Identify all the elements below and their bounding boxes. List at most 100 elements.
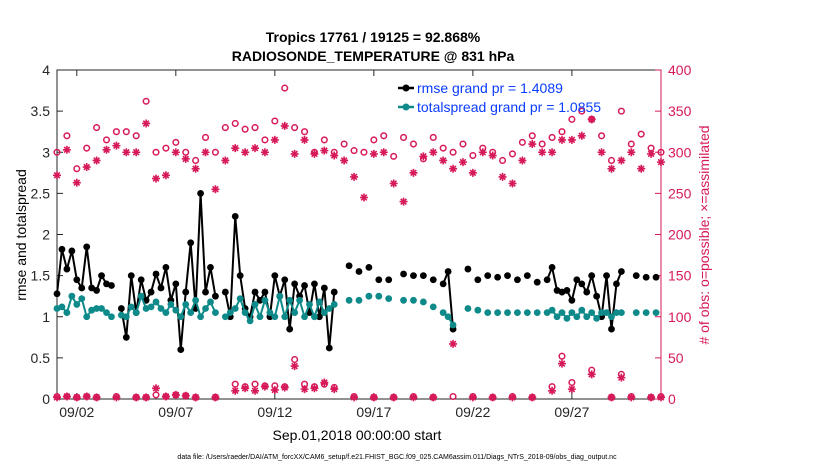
obs-assimilated-marker — [53, 171, 61, 180]
totalspread-point — [296, 296, 303, 304]
obs-assimilated-marker — [409, 393, 418, 402]
x-axis-label: Sep.01,2018 00:00:00 start — [273, 427, 442, 443]
y-tick-label: 0.5 — [31, 350, 51, 366]
obs-assimilated-marker — [458, 158, 467, 167]
rmse-point — [444, 268, 452, 275]
rmse-point — [53, 290, 61, 298]
rmse-point — [365, 264, 373, 271]
obs-possible-marker — [221, 124, 229, 132]
totalspread-point — [177, 313, 185, 321]
totalspread-point — [449, 321, 457, 329]
rmse-point — [58, 245, 66, 253]
obs-assimilated-marker — [389, 393, 398, 402]
obs-assimilated-marker — [498, 172, 507, 181]
obs-possible-marker — [102, 136, 111, 144]
obs-assimilated-marker — [478, 148, 487, 157]
obs-assimilated-marker — [241, 148, 250, 157]
obs-possible-marker — [558, 128, 566, 136]
totalspread-point — [484, 309, 492, 317]
obs-assimilated-marker — [369, 393, 378, 402]
obs-assimilated-marker — [251, 144, 260, 153]
obs-assimilated-marker — [201, 148, 210, 157]
rmse-point — [122, 333, 130, 341]
totalspread-point — [261, 296, 269, 304]
obs-assimilated-marker — [429, 393, 438, 402]
totalspread-point — [375, 292, 383, 300]
obs-assimilated-marker — [449, 164, 458, 173]
totalspread-point — [583, 313, 591, 321]
totalspread-point — [652, 309, 660, 317]
obs-possible-marker — [152, 148, 160, 156]
totalspread-point — [83, 313, 91, 321]
obs-possible-marker — [617, 107, 625, 115]
totalspread-point — [236, 295, 244, 303]
obs-assimilated-marker — [617, 156, 626, 165]
obs-assimilated-marker — [310, 149, 319, 158]
obs-assimilated-marker — [647, 149, 656, 158]
obs-assimilated-marker — [627, 393, 636, 402]
totalspread-point — [78, 295, 86, 303]
totalspread-point — [291, 309, 299, 317]
y2-tick-label: 400 — [668, 62, 692, 78]
rmse-point — [439, 280, 447, 288]
totalspread-point — [320, 309, 328, 317]
obs-assimilated-marker — [557, 359, 566, 368]
rmse-point — [494, 273, 502, 281]
obs-assimilated-marker — [548, 148, 557, 157]
obs-assimilated-marker — [300, 135, 309, 144]
obs-assimilated-marker — [142, 119, 151, 128]
rmse-point — [632, 272, 640, 280]
rmse-point — [212, 292, 219, 300]
x-tick-label: 09/17 — [356, 404, 391, 420]
obs-assimilated-marker — [92, 156, 101, 165]
obs-assimilated-marker — [320, 378, 329, 387]
rmse-point — [617, 268, 625, 275]
obs-assimilated-marker — [260, 148, 269, 157]
obs-assimilated-marker — [102, 145, 111, 154]
rmse-point — [563, 287, 571, 294]
obs-assimilated-marker — [330, 151, 339, 160]
obs-possible-marker — [449, 392, 457, 401]
x-tick-label: 09/22 — [455, 404, 490, 420]
obs-assimilated-marker — [280, 121, 289, 130]
rmse-point — [261, 288, 269, 296]
obs-assimilated-marker — [112, 141, 121, 150]
obs-possible-marker — [439, 144, 447, 152]
obs-possible-marker — [350, 147, 358, 155]
totalspread-point — [315, 298, 323, 306]
totalspread-point — [355, 296, 363, 304]
rmse-point — [642, 273, 650, 281]
totalspread-point — [533, 309, 541, 317]
totalspread-point — [548, 306, 556, 314]
totalspread-point — [192, 296, 200, 304]
obs-possible-marker — [390, 152, 398, 160]
obs-assimilated-marker — [508, 393, 517, 402]
obs-possible-marker — [360, 148, 368, 156]
rmse-point — [256, 296, 264, 304]
totalspread-point — [410, 296, 417, 304]
obs-assimilated-marker — [567, 135, 576, 144]
obs-assimilated-marker — [260, 382, 269, 391]
rmse-point — [108, 282, 115, 289]
obs-assimilated-marker — [528, 393, 537, 402]
obs-assimilated-marker — [171, 148, 180, 157]
totalspread-point — [162, 309, 170, 317]
totalspread-point — [573, 313, 581, 321]
totalspread-point — [167, 301, 175, 308]
totalspread-point — [172, 306, 180, 314]
obs-assimilated-marker — [72, 178, 81, 187]
y-tick-label: 0 — [42, 391, 50, 407]
rmse-point — [231, 213, 239, 220]
rmse-point — [207, 264, 214, 271]
totalspread-point — [523, 309, 531, 317]
obs-assimilated-marker — [617, 373, 626, 382]
obs-assimilated-marker — [657, 158, 665, 167]
rmse-point — [419, 272, 427, 280]
rmse-point — [548, 264, 556, 271]
rmse-point — [251, 288, 259, 296]
totalspread-point — [122, 313, 130, 321]
y2-tick-label: 150 — [668, 268, 692, 284]
y2-tick-label: 200 — [668, 227, 692, 243]
